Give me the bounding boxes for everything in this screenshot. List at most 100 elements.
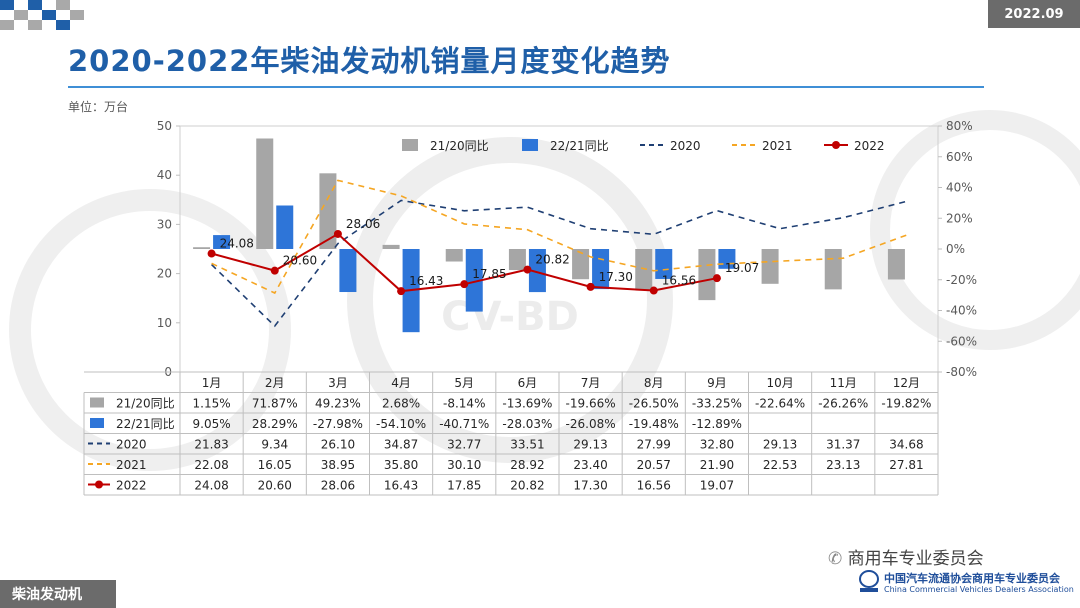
table-cell: 28.29%	[252, 417, 298, 431]
table-cell: 49.23%	[315, 397, 361, 411]
deco-square	[28, 20, 42, 30]
y-right-tick-label: -40%	[946, 304, 977, 318]
deco-square	[70, 10, 84, 20]
table-cell: 26.10	[321, 438, 355, 452]
bar-21/20同比	[572, 249, 590, 280]
bar-21/20同比	[193, 247, 211, 249]
x-tick-label: 2月	[265, 376, 285, 390]
x-tick-label: 4月	[391, 376, 411, 390]
table-cell: 34.87	[384, 438, 418, 452]
wechat-account-name: 商用车专业委员会	[847, 549, 984, 569]
y-left-tick-label: 30	[157, 217, 172, 231]
data-label-2022: 17.85	[472, 267, 506, 281]
data-label-2022: 24.08	[220, 237, 254, 251]
table-cell: 17.85	[447, 479, 481, 493]
unit-label: 单位：万台	[68, 100, 129, 114]
point-2022	[649, 286, 658, 295]
bar-22/21同比	[339, 249, 357, 293]
table-cell: 9.05%	[193, 417, 231, 431]
table-cell: 28.92	[510, 458, 544, 472]
bar-21/20同比	[824, 249, 842, 290]
point-2022	[333, 229, 342, 238]
point-2022	[207, 249, 216, 258]
table-cell: -22.64%	[755, 397, 805, 411]
table-series-name: 2020	[116, 438, 147, 452]
deco-square	[28, 0, 42, 10]
watermark: CV-BD	[9, 110, 1080, 471]
y-left-tick-label: 20	[157, 267, 172, 281]
watermark-ring	[347, 137, 673, 463]
table-cell: 16.56	[637, 479, 671, 493]
table-cell: -26.26%	[818, 397, 868, 411]
table-cell: -26.08%	[566, 417, 616, 431]
bar-22/21同比	[528, 249, 546, 293]
wechat-account: ✆ 商用车专业委员会	[828, 544, 984, 569]
point-2022	[270, 266, 279, 275]
y-right-tick-label: 0%	[946, 242, 965, 256]
table-cell: 28.06	[321, 479, 355, 493]
watermark-ring	[9, 189, 291, 471]
x-tick-label: 11月	[830, 376, 857, 390]
bar-22/21同比	[465, 249, 483, 312]
y-right-tick-label: -60%	[946, 334, 977, 348]
table-series-name: 2021	[116, 458, 147, 472]
table-cell: 30.10	[447, 458, 481, 472]
y-right-tick-label: 20%	[946, 211, 973, 225]
table-swatch	[90, 397, 104, 408]
association-name-en: China Commercial Vehicles Dealers Associ…	[884, 585, 1074, 594]
point-2022	[586, 282, 595, 291]
bar-21/20同比	[887, 249, 905, 280]
table-cell: -26.50%	[629, 397, 679, 411]
legend: 21/20同比 22/21同比 2020 2021 2022	[402, 139, 885, 153]
table-cell: 21.90	[700, 458, 734, 472]
table-cell: 34.68	[889, 438, 923, 452]
table-cell: 29.13	[763, 438, 797, 452]
deco-square	[0, 0, 14, 10]
data-label-2022: 17.30	[599, 270, 633, 284]
table-cell: 20.57	[637, 458, 671, 472]
table-cell: 27.81	[889, 458, 923, 472]
table-cell: -13.69%	[502, 397, 552, 411]
table-cell: 9.34	[261, 438, 288, 452]
section-tab: 柴油发动机	[0, 580, 116, 608]
legend-swatch	[402, 139, 418, 151]
deco-square	[42, 10, 56, 20]
legend-label: 2020	[670, 139, 701, 153]
table-cell: -8.14%	[443, 397, 485, 411]
y-right-tick-label: -20%	[946, 273, 977, 287]
bar-22/21同比	[276, 205, 294, 249]
title-divider	[68, 86, 984, 88]
table-cell: 16.05	[258, 458, 292, 472]
y-left-tick-label: 40	[157, 168, 172, 182]
table-cell: 20.60	[258, 479, 292, 493]
deco-square	[0, 20, 14, 30]
table-cell: 20.82	[510, 479, 544, 493]
data-label-2022: 28.06	[346, 217, 380, 231]
table-cell: 38.95	[321, 458, 355, 472]
data-label-2022: 16.56	[662, 274, 696, 288]
bar-21/20同比	[508, 249, 526, 271]
legend-label: 22/21同比	[550, 139, 609, 153]
y-left-tick-label: 10	[157, 316, 172, 330]
bar-21/20同比	[761, 249, 779, 284]
line-2020	[211, 199, 907, 328]
date-badge: 2022.09	[988, 0, 1080, 28]
table-series-name: 2022	[116, 479, 147, 493]
deco-square	[56, 20, 70, 30]
table-cell: 19.07	[700, 479, 734, 493]
legend-marker	[832, 141, 840, 149]
bar-22/21同比	[213, 235, 231, 249]
point-2022	[397, 287, 406, 296]
legend-swatch	[522, 139, 538, 151]
y-right-tick-label: 40%	[946, 181, 973, 195]
y-right-tick-label: 80%	[946, 119, 973, 133]
data-label-2022: 20.82	[535, 253, 569, 267]
x-tick-label: 3月	[328, 376, 348, 390]
table-cell: -19.66%	[566, 397, 616, 411]
x-tick-label: 10月	[766, 376, 793, 390]
y-right-tick-label: -80%	[946, 365, 977, 379]
association-name-cn: 中国汽车流通协会商用车专业委员会	[884, 572, 1060, 585]
data-label-2022: 19.07	[725, 261, 759, 275]
watermark-text: CV-BD	[441, 294, 579, 340]
